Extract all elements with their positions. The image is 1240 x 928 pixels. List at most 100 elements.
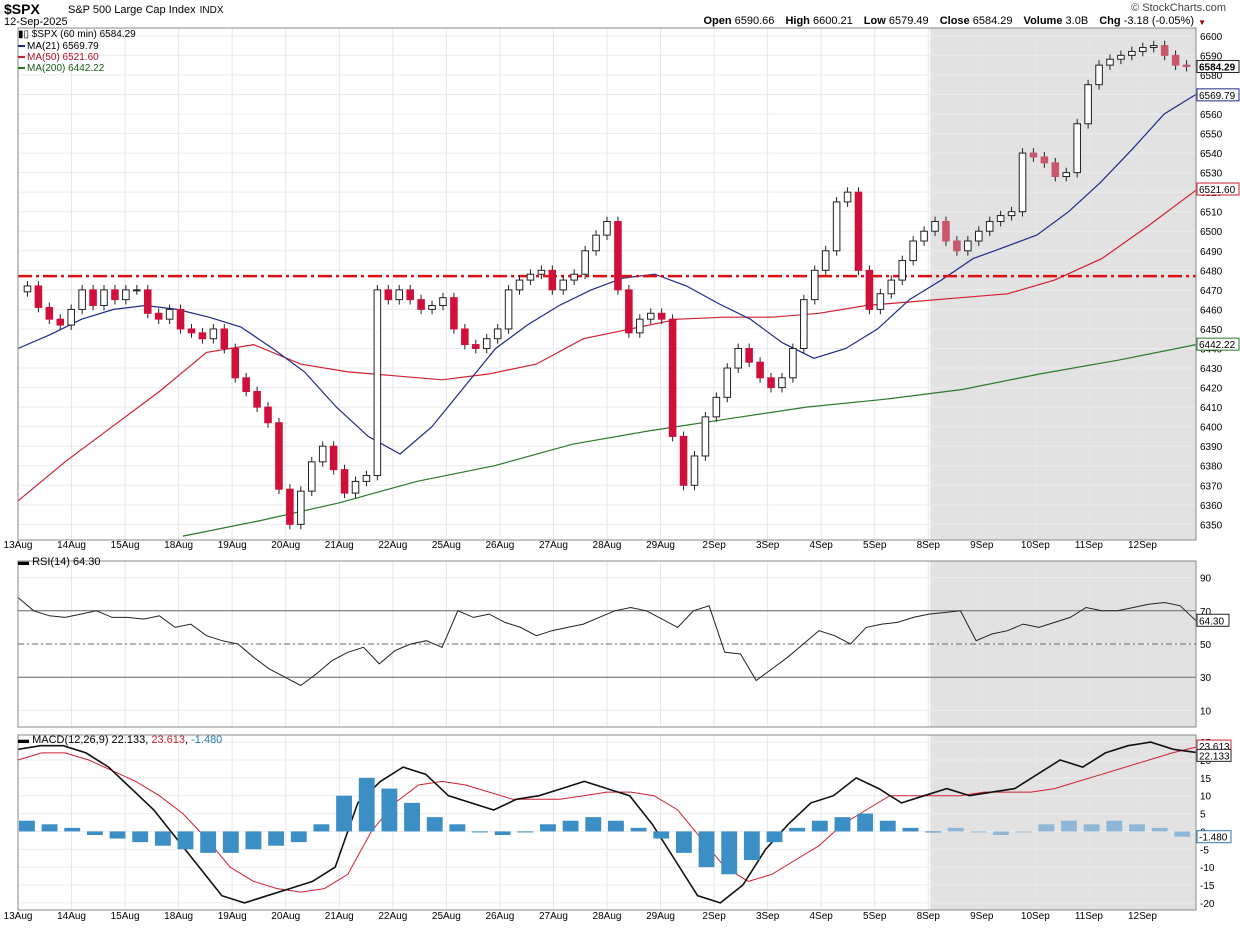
legend-ma200-text: MA(200) 6442.22	[27, 63, 105, 74]
macd-histogram-bar	[177, 831, 194, 850]
candle-body	[1051, 162, 1060, 178]
y-tick-label: 6580	[1200, 71, 1223, 82]
candle-body	[646, 312, 655, 320]
candle-body	[679, 435, 688, 486]
x-tick-label: 14Aug	[57, 540, 86, 551]
y-tick-label: 6360	[1200, 501, 1223, 512]
candle-body	[329, 445, 338, 471]
x-tick-label: 25Aug	[432, 911, 461, 922]
x-tick-label: 3Sep	[756, 540, 780, 551]
macd-histogram-bar	[19, 820, 35, 832]
macd-histogram-bar	[358, 777, 375, 832]
candle-body	[78, 289, 86, 310]
macd-histogram-bar	[585, 817, 602, 832]
panel-frame-m	[17, 734, 1197, 911]
line-layer	[17, 93, 1197, 904]
candle-body	[23, 285, 32, 293]
candle-body	[734, 347, 742, 369]
y-tick-label: -5	[1200, 845, 1209, 856]
candle-body	[67, 308, 75, 326]
candle-body	[307, 461, 316, 492]
candle-body	[931, 220, 939, 232]
legend-macd-label: MACD(12,26,9)	[32, 734, 109, 746]
macd-histogram-bar	[313, 824, 330, 832]
macd-value-label: 22.133	[1199, 751, 1230, 762]
candle-body	[865, 269, 874, 310]
close-value: 6584.29	[972, 15, 1013, 27]
y-tick-label: 6350	[1200, 520, 1223, 531]
candle-body	[461, 328, 469, 346]
candle-body	[297, 490, 305, 525]
x-tick-label: 18Aug	[164, 540, 193, 551]
x-tick-label: 28Aug	[593, 540, 622, 551]
candle-body	[778, 377, 786, 389]
y-tick-label: 5	[1200, 810, 1206, 821]
candle-body	[657, 312, 666, 320]
x-tick-label: 10Sep	[1021, 911, 1050, 922]
y-tick-label: -15	[1200, 881, 1215, 892]
x-tick-label: 19Aug	[218, 911, 247, 922]
x-tick-label: 20Aug	[271, 911, 300, 922]
candle-body	[876, 293, 885, 310]
macd-histogram-bar	[766, 831, 783, 843]
candle-body	[351, 480, 360, 494]
axis-layer: 13Aug 13Aug 14Aug 14Aug 15Aug 15Aug 18Aug 18Aug…	[4, 27, 1240, 922]
candle-body	[603, 220, 611, 236]
candle-body	[362, 475, 371, 482]
macd-histogram-bar	[947, 827, 964, 832]
y-tick-label: 6540	[1200, 149, 1223, 160]
grid-layer	[17, 28, 1196, 910]
candle-body	[789, 347, 797, 379]
y-tick-label: 6470	[1200, 286, 1223, 297]
ma50-line	[17, 189, 1197, 502]
legend-ma21-text: MA(21) 6569.79	[27, 41, 99, 52]
candle-body	[942, 220, 950, 242]
candle-body	[1018, 152, 1027, 213]
macd-histogram-bar	[721, 831, 738, 875]
y-tick-label: 6480	[1200, 266, 1223, 277]
y-tick-label: 10	[1200, 706, 1212, 717]
x-tick-label: 26Aug	[485, 540, 514, 551]
mark-layer	[19, 40, 1191, 875]
candle-body	[220, 328, 229, 349]
macd-histogram-bar	[811, 820, 828, 832]
macd-histogram-bar	[200, 831, 217, 853]
macd-histogram-bar	[630, 827, 647, 832]
candle-body	[636, 318, 644, 334]
y-tick-label: 6410	[1200, 403, 1223, 414]
candle-body	[964, 240, 972, 252]
candle-body	[89, 289, 97, 306]
ma200-value-label-box	[1196, 337, 1240, 351]
candle-body	[668, 318, 677, 437]
legend-signal-value: 23.613	[151, 734, 185, 746]
x-tick-label: 5Sep	[863, 911, 887, 922]
x-tick-label: 27Aug	[539, 540, 568, 551]
candle-body	[592, 234, 600, 252]
rsi-value-label: 64.30	[1199, 616, 1224, 627]
low-label: Low	[863, 15, 886, 27]
x-tick-label: 12Sep	[1128, 540, 1157, 551]
legend-main-text: $SPX (60 min) 6584.29	[31, 29, 136, 40]
macd-line-icon: ▬	[18, 734, 33, 746]
candle-body	[472, 344, 480, 349]
macd-histogram-bar	[290, 831, 307, 843]
index-full-name: S&P 500 Large Cap Index	[68, 4, 196, 16]
macd-histogram-bar	[789, 827, 806, 832]
y-tick-label: 6590	[1200, 51, 1223, 62]
macd-histogram-bar	[64, 827, 81, 832]
candle-body	[920, 230, 928, 242]
y-tick-label: 6460	[1200, 305, 1223, 316]
stockcharts-brand[interactable]: © StockCharts.com	[1131, 2, 1226, 14]
panel-frame-r	[17, 560, 1197, 728]
ma50-value-label-box	[1196, 182, 1240, 196]
volume-value: 3.0B	[1065, 15, 1089, 27]
x-tick-label: 11Sep	[1075, 911, 1104, 922]
x-tick-label: 20Aug	[271, 540, 300, 551]
macd-histogram-bar	[925, 831, 942, 833]
candle-body	[843, 191, 852, 203]
candle-body	[974, 230, 983, 242]
candle-body	[340, 469, 349, 494]
macd-histogram-bar	[154, 831, 171, 846]
candle-body	[854, 191, 863, 271]
ma21-line	[17, 93, 1197, 455]
